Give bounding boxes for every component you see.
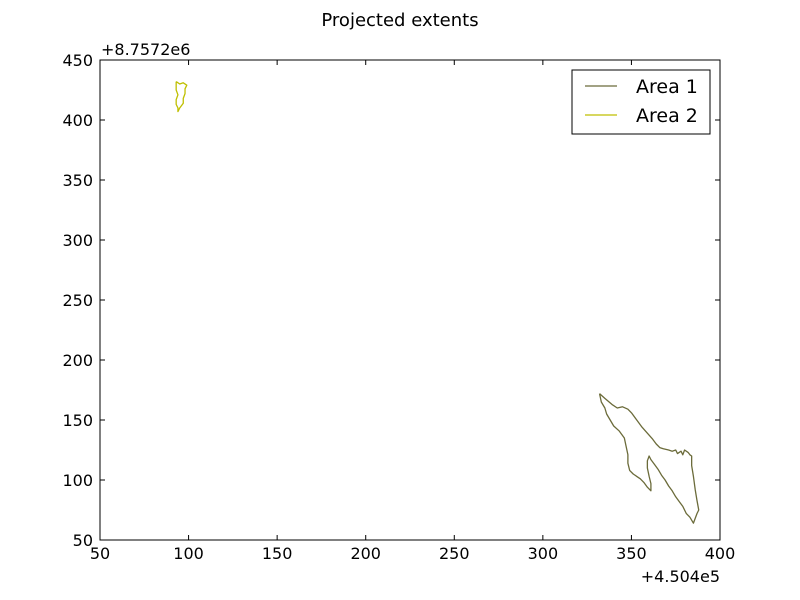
x-tick-label: 100: [173, 544, 204, 563]
y-tick-label: 350: [62, 171, 93, 190]
y-tick-label: 100: [62, 471, 93, 490]
y-tick-label: 300: [62, 231, 93, 250]
y-offset-label: +8.7572e6: [101, 40, 190, 59]
x-offset-label: +4.504e5: [641, 567, 720, 586]
y-tick-label: 450: [62, 51, 93, 70]
y-tick-label: 250: [62, 291, 93, 310]
series-line-area-2: [175, 81, 188, 113]
y-tick-label: 400: [62, 111, 93, 130]
x-tick-label: 150: [262, 544, 293, 563]
legend: Area 1 Area 2: [571, 69, 711, 135]
plot-area: [175, 81, 700, 524]
y-tick-label: 50: [73, 531, 93, 550]
axis-ticks: 50 100 150 200 250 300 350 400 50 100 150 200 250 300…: [62, 51, 735, 563]
chart-title: Projected extents: [321, 10, 478, 31]
x-tick-label: 250: [439, 544, 470, 563]
legend-label-area-2: Area 2: [636, 105, 698, 127]
legend-box: [571, 69, 711, 135]
x-tick-label: 300: [528, 544, 559, 563]
y-tick-label: 150: [62, 411, 93, 430]
series-line-area-1: [598, 393, 700, 524]
y-tick-label: 200: [62, 351, 93, 370]
x-tick-label: 350: [616, 544, 647, 563]
legend-label-area-1: Area 1: [636, 76, 698, 98]
x-tick-label: 200: [350, 544, 381, 563]
x-tick-label: 400: [705, 544, 736, 563]
x-tick-label: 50: [90, 544, 110, 563]
